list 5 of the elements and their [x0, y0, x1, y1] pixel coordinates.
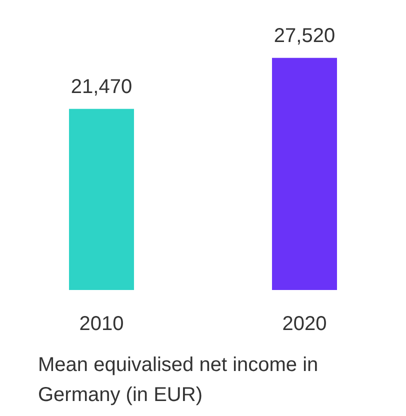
data-label: 21,470	[70, 76, 132, 98]
x-axis-title: Mean equivalised net income in Germany (in EUR)	[38, 354, 324, 406]
x-tick-label: 2020	[282, 313, 327, 335]
data-label: 27,520	[274, 24, 336, 47]
x-tick-label: 2010	[79, 313, 124, 335]
